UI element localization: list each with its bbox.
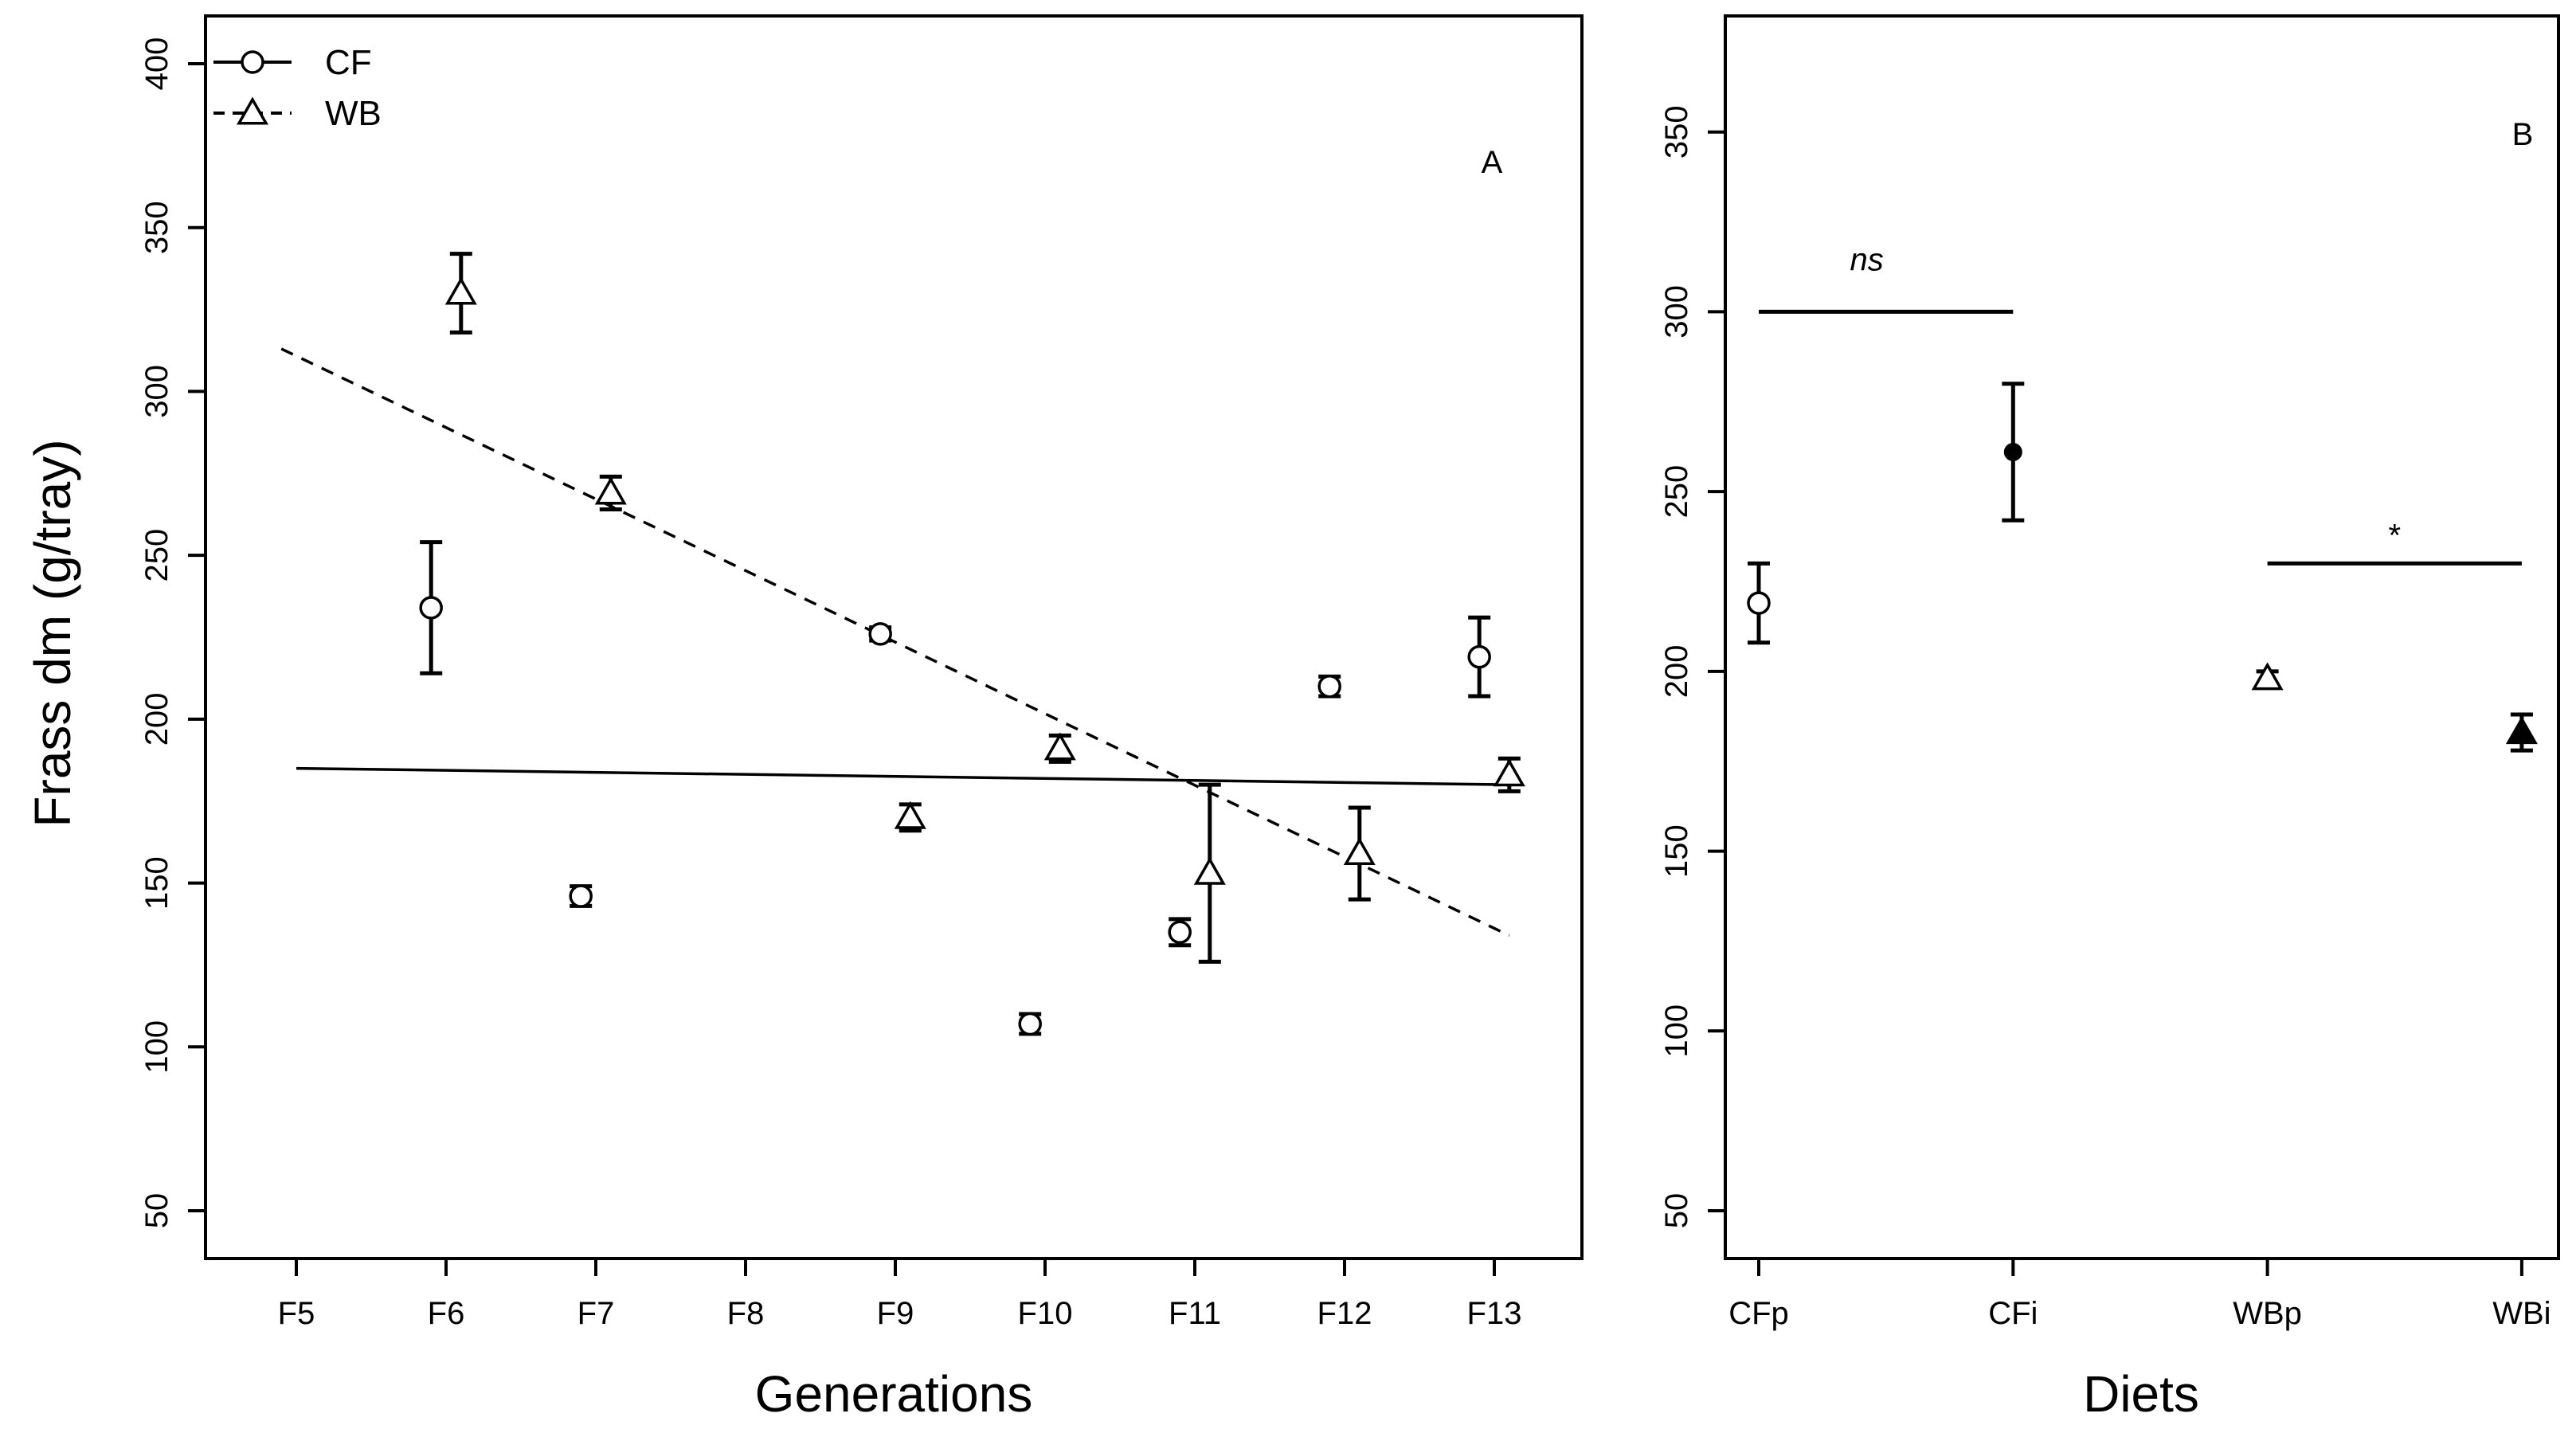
panel-a-y-axis-title: Frass dm (g/tray) bbox=[24, 439, 81, 827]
data-point-marker bbox=[1317, 674, 1341, 699]
legend-label-cf: CF bbox=[325, 43, 372, 82]
panel-a-y-tick-label: 250 bbox=[139, 529, 174, 582]
panel-b-y-tick-label: 100 bbox=[1659, 1004, 1694, 1058]
data-point-marker bbox=[1018, 1012, 1042, 1036]
point-cf-f7 bbox=[569, 884, 593, 908]
panel-b-x-tick-label: CFi bbox=[1988, 1296, 2038, 1331]
panel-b-y-tick-label: 350 bbox=[1659, 105, 1694, 159]
panel-a-x-tick-label: F13 bbox=[1467, 1296, 1522, 1331]
panel-b-x-tick-label: CFp bbox=[1728, 1296, 1789, 1331]
panel-a-x-tick-label: F11 bbox=[1169, 1296, 1221, 1331]
point-cf-f9 bbox=[868, 622, 892, 646]
significance-label: ns bbox=[1850, 242, 1884, 277]
data-point-marker bbox=[1343, 837, 1376, 866]
point-wb-f7 bbox=[594, 474, 627, 512]
panel-b-y-tick-label: 300 bbox=[1659, 285, 1694, 339]
panel-a-y-tick-label: 350 bbox=[139, 201, 174, 254]
panel-a: F5 F6 F7 F8 F9 F10 F11 F12 F13 50 100 150 200 250 300 3… bbox=[24, 14, 1584, 1423]
data-point-marker bbox=[868, 622, 892, 646]
trend-line-wb bbox=[280, 347, 1510, 937]
panel-a-x-axis-title: Generations bbox=[755, 1365, 1033, 1423]
series-wb bbox=[444, 252, 1525, 964]
point-wbi bbox=[2505, 712, 2538, 753]
panel-a-y-tick-label: 300 bbox=[139, 365, 174, 418]
data-point-marker bbox=[2003, 442, 2022, 461]
panel-a-x-tick-label: F8 bbox=[727, 1296, 765, 1331]
panel-a-x-tick-label: F12 bbox=[1317, 1296, 1372, 1331]
data-point-marker bbox=[419, 596, 443, 620]
data-point-marker bbox=[569, 884, 593, 908]
panel-a-x-tick-label: F10 bbox=[1018, 1296, 1073, 1331]
data-point-marker bbox=[1747, 591, 1771, 615]
data-point-marker bbox=[1467, 644, 1491, 669]
panel-b-x-tick-label: WBi bbox=[2492, 1296, 2551, 1331]
trend-line-cf bbox=[296, 766, 1509, 786]
panel-a-y-tick-label: 150 bbox=[139, 856, 174, 910]
data-point-marker bbox=[2505, 716, 2538, 745]
point-wbp bbox=[2251, 662, 2284, 691]
point-wb-f9 bbox=[894, 801, 926, 833]
data-point-marker bbox=[894, 801, 926, 829]
data-point-marker bbox=[444, 276, 477, 305]
panel-b-y-tick-label: 200 bbox=[1659, 644, 1694, 698]
panel-b: CFp CFi WBp WBi 50 100 150 200 250 300 350 Diets Bns… bbox=[1659, 14, 2560, 1423]
panel-a-y-tick-label: 400 bbox=[139, 37, 174, 91]
panel-a-x-tick-label: F9 bbox=[877, 1296, 914, 1331]
panel-a-y-tick-label: 100 bbox=[139, 1020, 174, 1074]
point-cf-f10 bbox=[1018, 1012, 1042, 1036]
data-point-marker bbox=[1493, 758, 1525, 787]
panel-a-x-tick-label: F7 bbox=[577, 1296, 615, 1331]
legend-marker-cf bbox=[241, 50, 264, 74]
panel-b-letter: B bbox=[2512, 117, 2534, 152]
legend-marker-wb bbox=[236, 96, 269, 125]
data-point-marker bbox=[1168, 920, 1192, 945]
point-cf-f11 bbox=[1168, 917, 1192, 948]
point-cf-f6 bbox=[419, 540, 443, 675]
legend-label-wb: WB bbox=[325, 94, 382, 133]
panel-b-x-tick-label: WBp bbox=[2233, 1296, 2302, 1331]
point-cf-f12 bbox=[1317, 674, 1341, 699]
data-point-marker bbox=[1043, 732, 1076, 761]
legend: CF WB bbox=[213, 43, 382, 133]
significance-label: * bbox=[2388, 518, 2401, 553]
point-wb-f6 bbox=[444, 252, 477, 335]
series-cf bbox=[419, 540, 1491, 1036]
panel-b-y-tick-label: 50 bbox=[1659, 1193, 1694, 1229]
data-point-marker bbox=[594, 476, 627, 505]
panel-a-x-tick-label: F6 bbox=[428, 1296, 465, 1331]
panel-a-frame bbox=[204, 14, 1584, 1260]
panel-b-frame bbox=[1724, 14, 2560, 1260]
panel-a-x-tick-label: F5 bbox=[278, 1296, 315, 1331]
panel-b-x-axis-title: Diets bbox=[2083, 1365, 2199, 1423]
panel-b-y-tick-label: 250 bbox=[1659, 465, 1694, 519]
point-wb-f10 bbox=[1043, 732, 1076, 764]
panel-a-y-tick-label: 200 bbox=[139, 692, 174, 746]
point-cfp bbox=[1747, 561, 1771, 645]
point-cf-f13 bbox=[1467, 615, 1491, 699]
significance-annotation-0: ns bbox=[1759, 242, 2014, 314]
point-cfi bbox=[2002, 382, 2025, 523]
data-point-marker bbox=[1193, 856, 1226, 885]
point-wb-f13 bbox=[1493, 756, 1525, 793]
significance-annotation-1: * bbox=[2267, 518, 2522, 566]
panel-b-y-tick-label: 150 bbox=[1659, 824, 1694, 878]
point-wb-f11 bbox=[1193, 782, 1226, 964]
point-wb-f12 bbox=[1343, 805, 1376, 902]
data-point-marker bbox=[2251, 662, 2284, 691]
panel-a-y-tick-label: 50 bbox=[139, 1193, 174, 1229]
panel-a-letter: A bbox=[1482, 145, 1503, 180]
